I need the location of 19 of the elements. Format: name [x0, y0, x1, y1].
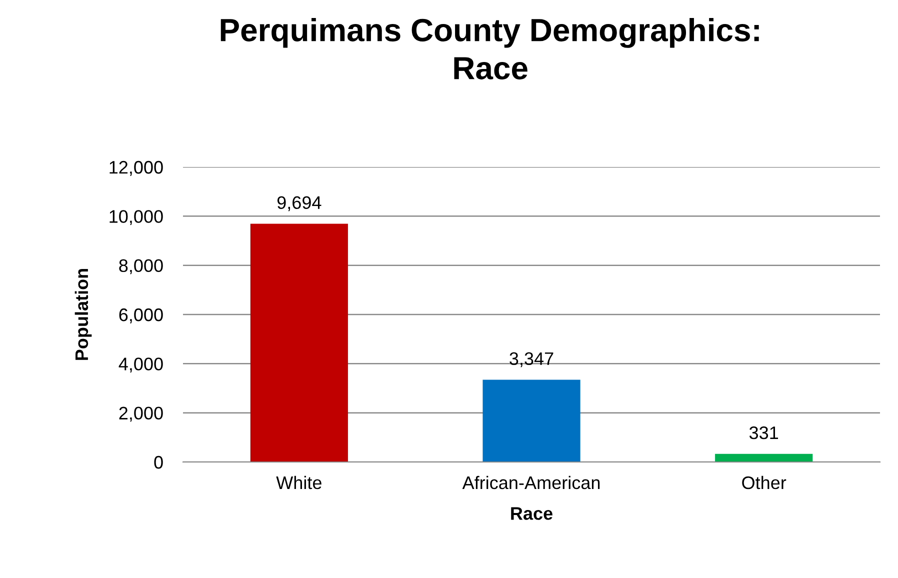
x-tick-label: African-American [462, 476, 600, 490]
data-label: 331 [749, 426, 778, 440]
y-axis-title: Population [74, 268, 92, 360]
x-tick-label: Other [742, 476, 786, 490]
bar [250, 224, 348, 462]
bar [482, 380, 580, 462]
y-tick-label: 0 [154, 456, 163, 469]
x-axis-title: Race [511, 507, 552, 520]
y-tick-label: 12,000 [110, 160, 163, 176]
bar [715, 454, 813, 462]
chart-title: Perquimans County Demographics: Race [220, 18, 759, 80]
y-tick-label: 4,000 [118, 358, 163, 373]
y-tick-label: 8,000 [119, 259, 163, 274]
x-tick-label: White [276, 476, 322, 490]
data-label: 9,694 [277, 196, 322, 212]
data-label: 3,347 [510, 352, 554, 368]
y-tick-label: 10,000 [110, 210, 163, 226]
y-tick-label: 6,000 [119, 308, 163, 324]
y-tick-label: 2,000 [119, 406, 163, 422]
